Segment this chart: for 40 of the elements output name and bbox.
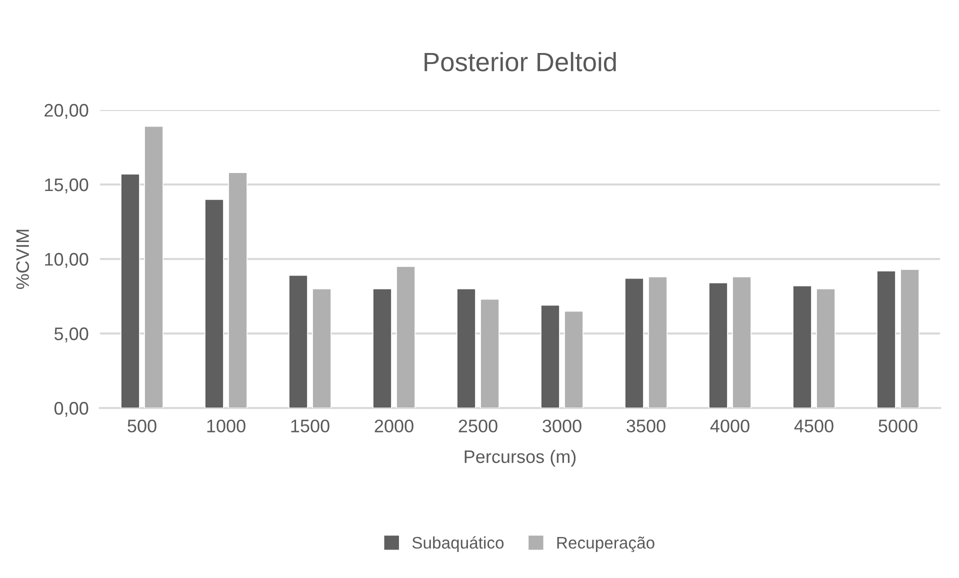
bar <box>816 288 836 408</box>
y-tick-label: 5,00 <box>54 327 88 342</box>
bar <box>564 310 584 408</box>
bar <box>792 285 812 408</box>
x-tick-label: 3500 <box>626 420 666 432</box>
y-tick-label: 20,00 <box>44 104 88 119</box>
x-tick-label: 1000 <box>207 420 246 432</box>
bar <box>372 288 392 408</box>
legend-label: Subaquático <box>412 536 504 552</box>
bar <box>648 276 668 408</box>
x-tick-label: 500 <box>128 420 156 432</box>
x-tick-label: 3000 <box>542 420 582 432</box>
x-tick-label: 4000 <box>710 420 750 432</box>
bar <box>204 198 224 408</box>
bar <box>708 282 728 408</box>
bar <box>288 274 308 408</box>
bar <box>480 298 500 408</box>
x-tick-label: 2000 <box>374 420 414 432</box>
y-tick-label: 0,00 <box>54 402 88 417</box>
bar <box>540 304 560 408</box>
y-tick-label: 15,00 <box>45 178 88 194</box>
bar <box>312 288 332 408</box>
bar <box>900 269 920 408</box>
bar <box>456 288 476 408</box>
y-tick-label: 10,00 <box>45 252 88 268</box>
bar <box>120 174 140 408</box>
x-tick-label: 4500 <box>794 420 834 432</box>
legend-label: Recuperação <box>557 536 654 552</box>
bar <box>732 276 752 408</box>
chart-title: Posterior Deltoid <box>424 52 616 72</box>
x-tick-label: 1500 <box>291 420 330 432</box>
bar <box>396 266 416 408</box>
bar <box>228 172 248 408</box>
bar <box>876 270 896 408</box>
y-axis-title: %CVIM <box>16 230 30 289</box>
bar <box>624 278 644 408</box>
bar <box>144 126 164 408</box>
x-tick-label: 5000 <box>878 420 918 432</box>
x-axis-title: Percursos (m) <box>464 450 576 467</box>
x-tick-label: 2500 <box>458 420 498 432</box>
